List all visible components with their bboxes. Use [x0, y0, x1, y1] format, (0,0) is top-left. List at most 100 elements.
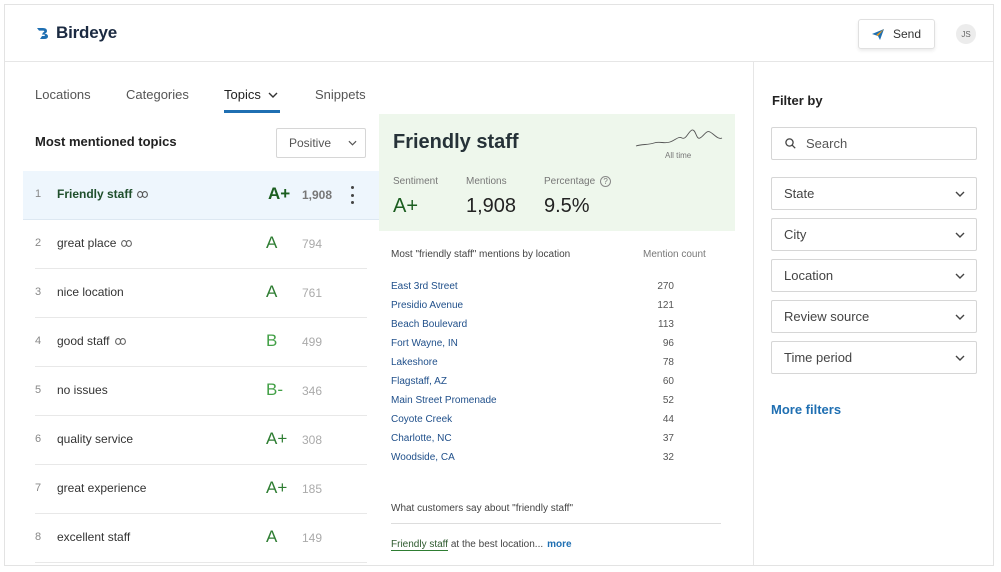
topic-rank: 1 — [35, 188, 42, 200]
chevron-down-icon — [955, 191, 965, 197]
filter-title: Filter by — [772, 93, 823, 108]
location-count: 78 — [662, 357, 674, 368]
topic-grade: A+ — [268, 184, 291, 203]
tab-topics[interactable]: Topics — [224, 87, 278, 102]
list-title: Most mentioned topics — [35, 134, 177, 149]
topic-grade: B- — [266, 380, 283, 399]
dropdown-label: State — [784, 186, 815, 201]
link-icon[interactable] — [114, 337, 126, 345]
snippet-highlight: Friendly staff — [391, 539, 449, 551]
topic-row[interactable]: 3 nice location A 761 — [35, 269, 367, 318]
time-period-dropdown[interactable]: Time period — [771, 341, 977, 374]
location-link[interactable]: Main Street Promenade — [391, 395, 497, 406]
topic-rank: 7 — [35, 482, 42, 494]
topic-name: nice location — [57, 285, 124, 299]
topic-row[interactable]: 2 great place A 794 — [35, 220, 367, 269]
topic-row[interactable]: 8 excellent staff A 149 — [35, 514, 367, 563]
topic-grade: A+ — [266, 478, 288, 497]
location-link[interactable]: East 3rd Street — [391, 281, 458, 292]
search-icon — [785, 138, 796, 149]
topic-name: no issues — [57, 383, 108, 397]
topic-name-text: excellent staff — [57, 530, 131, 544]
table-row: Main Street Promenade 52 — [391, 395, 711, 414]
tab-snippets[interactable]: Snippets — [315, 87, 366, 102]
info-icon[interactable]: ? — [600, 176, 612, 187]
more-filters-link[interactable]: More filters — [771, 402, 842, 417]
dropdown-label: Time period — [784, 350, 853, 365]
sentiment-value: A+ — [393, 195, 419, 217]
review-source-dropdown[interactable]: Review source — [771, 300, 977, 333]
topic-rank: 6 — [35, 433, 42, 445]
topic-row[interactable]: 1 Friendly staff A+ 1,908 — [23, 171, 379, 220]
location-link[interactable]: Lakeshore — [391, 357, 438, 368]
topic-name-text: great experience — [57, 481, 147, 495]
location-link[interactable]: Coyote Creek — [391, 414, 453, 425]
topic-name: good staff — [57, 334, 126, 348]
topic-count: 149 — [302, 531, 323, 545]
location-link[interactable]: Woodside, CA — [391, 452, 455, 463]
topic-detail-card: Friendly staff All time Sentiment A+ Men… — [379, 114, 735, 231]
location-dropdown[interactable]: Location — [771, 259, 977, 292]
topic-rank: 3 — [35, 286, 42, 298]
topic-row[interactable]: 7 great experience A+ 185 — [35, 465, 367, 514]
state-dropdown[interactable]: State — [771, 177, 977, 210]
percentage-label: Percentage ? — [544, 176, 612, 187]
kebab-menu-icon[interactable] — [349, 186, 355, 204]
locations-table: East 3rd Street 270 Presidio Avenue 121 Be… — [391, 281, 711, 471]
location-link[interactable]: Flagstaff, AZ — [391, 376, 447, 387]
snippet-more-link[interactable]: more — [547, 539, 572, 550]
sparkline-label: All time — [665, 151, 692, 160]
chevron-down-icon — [955, 314, 965, 320]
topic-count: 1,908 — [302, 188, 333, 202]
user-avatar[interactable]: JS — [956, 24, 976, 44]
topic-count: 499 — [302, 335, 323, 349]
sentiment-select[interactable]: Positive — [276, 128, 366, 158]
topic-row[interactable]: 5 no issues B- 346 — [35, 367, 367, 416]
brand-logo[interactable]: Birdeye — [35, 23, 117, 43]
table-row: East 3rd Street 270 — [391, 281, 711, 300]
topic-grade: A — [266, 233, 278, 252]
location-link[interactable]: Charlotte, NC — [391, 433, 452, 444]
send-button[interactable]: Send — [858, 19, 935, 49]
app-frame: Birdeye Send JS Locations Categories Top… — [4, 4, 994, 566]
chevron-down-icon — [955, 355, 965, 361]
topic-count: 761 — [302, 286, 323, 300]
topic-row[interactable]: 6 quality service A+ 308 — [35, 416, 367, 465]
topic-name: Friendly staff — [57, 187, 149, 201]
filter-panel: Filter by Search State City Location Rev… — [753, 62, 993, 565]
mentions-label: Mentions — [466, 176, 507, 187]
detail-title: Friendly staff — [393, 131, 519, 153]
location-count: 121 — [657, 300, 674, 311]
birdeye-logo-icon — [37, 28, 48, 39]
table-row: Flagstaff, AZ 60 — [391, 376, 711, 395]
customer-quotes-title: What customers say about "friendly staff… — [391, 503, 573, 514]
table-row: Fort Wayne, IN 96 — [391, 338, 711, 357]
city-dropdown[interactable]: City — [771, 218, 977, 251]
chevron-down-icon — [268, 92, 278, 98]
tab-locations[interactable]: Locations — [35, 87, 91, 102]
table-row: Beach Boulevard 113 — [391, 319, 711, 338]
location-count: 113 — [658, 319, 674, 330]
locations-header-label: Most "friendly staff" mentions by locati… — [391, 249, 571, 260]
topic-grade: B — [266, 331, 278, 350]
topic-name: quality service — [57, 432, 133, 446]
link-icon[interactable] — [121, 239, 133, 247]
chevron-down-icon — [955, 273, 965, 279]
locations-table-header: Most "friendly staff" mentions by locati… — [391, 249, 711, 260]
topic-name-text: no issues — [57, 383, 108, 397]
dropdown-label: City — [784, 227, 807, 242]
location-link[interactable]: Fort Wayne, IN — [391, 338, 458, 349]
tab-categories[interactable]: Categories — [126, 87, 189, 102]
filter-search-input[interactable]: Search — [771, 127, 977, 160]
topic-name-text: quality service — [57, 432, 134, 446]
location-link[interactable]: Beach Boulevard — [391, 319, 468, 330]
link-icon[interactable] — [137, 190, 149, 198]
table-row: Lakeshore 78 — [391, 357, 711, 376]
topic-rank: 8 — [35, 531, 42, 543]
topic-grade: A — [266, 527, 278, 546]
topic-name-text: nice location — [57, 285, 124, 299]
review-snippet: Friendly staff at the best location... mo… — [391, 539, 572, 551]
topic-row[interactable]: 4 good staff B 499 — [35, 318, 367, 367]
sentiment-label: Sentiment — [393, 176, 439, 187]
location-link[interactable]: Presidio Avenue — [391, 300, 464, 311]
